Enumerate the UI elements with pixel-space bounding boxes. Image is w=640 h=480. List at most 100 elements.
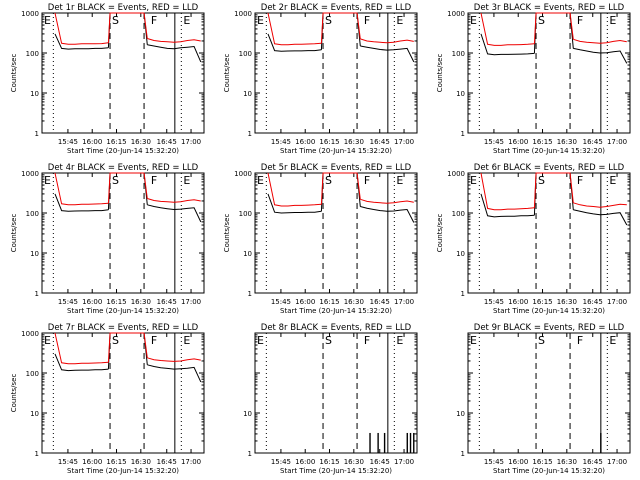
y-tick-label: 100 — [239, 50, 252, 58]
y-tick-label: 1000 — [21, 170, 39, 178]
y-tick-label: 10 — [243, 90, 252, 98]
x-axis-label: Start Time (20-Jun-14 15:32:20) — [493, 147, 605, 155]
event-marker-label: F — [577, 174, 583, 187]
x-tick-label: 16:30 — [557, 138, 577, 146]
x-tick-label: 17:00 — [394, 298, 414, 306]
event-marker-label: F — [364, 334, 370, 347]
panel-title: Det 5r BLACK = Events, RED = LLD — [261, 163, 412, 173]
x-tick-label: 16:30 — [344, 458, 364, 466]
y-tick-label: 100 — [452, 50, 465, 58]
plot-frame — [41, 332, 205, 454]
panel-5: Det 5r BLACK = Events, RED = LLD 1 10 100 10… — [223, 163, 418, 315]
x-tick-label: 16:15 — [532, 138, 552, 146]
y-tick-label: 1 — [35, 450, 39, 458]
panel-title: Det 2r BLACK = Events, RED = LLD — [261, 3, 412, 13]
x-tick-label: 16:15 — [319, 298, 339, 306]
y-tick-label: 1 — [35, 290, 39, 298]
event-marker-label: E — [183, 14, 190, 27]
y-tick-label: 1 — [248, 130, 252, 138]
panel-title: Det 8r BLACK = Events, RED = LLD — [261, 323, 412, 333]
y-tick-label: 1 — [461, 130, 465, 138]
series-line-lld — [267, 172, 322, 207]
y-tick-label: 100 — [239, 210, 252, 218]
event-marker-label: S — [112, 334, 119, 347]
x-tick-label: 16:00 — [82, 458, 102, 466]
event-marker-label: E — [609, 14, 616, 27]
event-marker-label: S — [325, 174, 332, 187]
x-tick-label: 16:15 — [106, 458, 126, 466]
x-tick-label: 16:30 — [557, 458, 577, 466]
series-flare-lld — [107, 332, 148, 363]
event-marker-label: S — [538, 14, 545, 27]
x-tick-label: 15:45 — [484, 138, 504, 146]
y-tick-label: 1000 — [21, 330, 39, 338]
series-flare-lld — [320, 12, 361, 44]
y-tick-label: 1 — [35, 130, 39, 138]
x-tick-label: 17:00 — [394, 138, 414, 146]
panel-3: Det 3r BLACK = Events, RED = LLD 1 10 100 10… — [436, 3, 631, 155]
x-tick-label: 16:15 — [319, 458, 339, 466]
series-line-lld — [480, 172, 535, 211]
y-axis-label: Counts/sec — [436, 54, 444, 93]
event-marker-label: E — [470, 14, 477, 27]
x-tick-label: 15:45 — [484, 298, 504, 306]
y-tick-label: 10 — [243, 410, 252, 418]
series-line-lld — [54, 332, 109, 365]
x-tick-label: 16:45 — [370, 298, 390, 306]
x-tick-label: 16:45 — [370, 458, 390, 466]
x-tick-label: 16:45 — [157, 298, 177, 306]
panel-7: Det 7r BLACK = Events, RED = LLD 1 10 100 10… — [10, 323, 205, 475]
y-tick-label: 10 — [30, 250, 39, 258]
y-tick-label: 1000 — [234, 170, 252, 178]
x-axis-label: Start Time (20-Jun-14 15:32:20) — [280, 467, 392, 475]
x-tick-label: 16:30 — [131, 298, 151, 306]
series-flare-lld — [107, 172, 148, 204]
event-marker-label: E — [396, 174, 403, 187]
event-marker-label: S — [538, 174, 545, 187]
y-axis-label: Counts/sec — [10, 54, 18, 93]
x-tick-label: 15:45 — [58, 138, 78, 146]
panel-4: Det 4r BLACK = Events, RED = LLD 1 10 100 10… — [10, 163, 205, 315]
y-tick-label: 1000 — [447, 170, 465, 178]
x-axis-label: Start Time (20-Jun-14 15:32:20) — [67, 307, 179, 315]
x-tick-label: 16:15 — [106, 138, 126, 146]
x-tick-label: 16:45 — [370, 138, 390, 146]
y-tick-label: 10 — [30, 90, 39, 98]
y-tick-label: 1000 — [234, 10, 252, 18]
y-axis-label: Counts/sec — [10, 374, 18, 413]
series-line-lld — [147, 198, 201, 203]
x-tick-label: 16:30 — [344, 298, 364, 306]
event-marker-label: F — [151, 14, 157, 27]
y-tick-label: 1 — [461, 450, 465, 458]
event-marker-label: F — [151, 334, 157, 347]
series-line-events — [54, 353, 109, 372]
x-tick-label: 16:15 — [319, 138, 339, 146]
x-axis-label: Start Time (20-Jun-14 15:32:20) — [280, 147, 392, 155]
event-marker-label: S — [325, 14, 332, 27]
series-flare-lld — [107, 12, 148, 43]
series-line-lld — [54, 12, 109, 45]
event-marker-label: E — [44, 174, 51, 187]
panel-2: Det 2r BLACK = Events, RED = LLD 1 10 100 10… — [223, 3, 418, 155]
x-axis-label: Start Time (20-Jun-14 15:32:20) — [493, 467, 605, 475]
x-tick-label: 16:15 — [106, 298, 126, 306]
event-marker-label: E — [470, 174, 477, 187]
x-axis-label: Start Time (20-Jun-14 15:32:20) — [493, 307, 605, 315]
x-tick-label: 16:00 — [508, 138, 528, 146]
plot-frame — [254, 172, 418, 294]
plot-frame — [467, 12, 631, 134]
event-marker-label: F — [151, 174, 157, 187]
x-tick-label: 15:45 — [58, 458, 78, 466]
event-marker-label: E — [44, 14, 51, 27]
event-marker-label: E — [257, 174, 264, 187]
x-tick-label: 17:00 — [607, 138, 627, 146]
series-line-lld — [573, 38, 627, 44]
series-line-events — [360, 45, 415, 63]
series-line-events — [480, 193, 535, 218]
y-axis-label: Counts/sec — [436, 214, 444, 253]
series-line-lld — [54, 172, 109, 206]
y-tick-label: 1 — [461, 290, 465, 298]
series-line-lld — [147, 38, 201, 43]
x-tick-label: 16:00 — [295, 138, 315, 146]
y-tick-label: 10 — [456, 250, 465, 258]
